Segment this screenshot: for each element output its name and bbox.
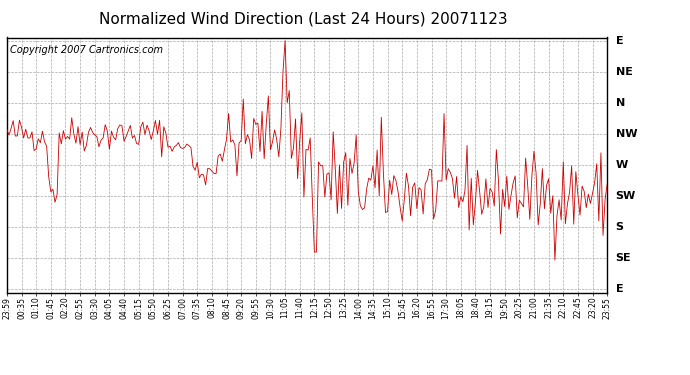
Text: NE: NE	[615, 67, 633, 77]
Text: N: N	[615, 98, 624, 108]
Text: SW: SW	[615, 191, 635, 201]
Text: SE: SE	[615, 253, 631, 263]
Text: Normalized Wind Direction (Last 24 Hours) 20071123: Normalized Wind Direction (Last 24 Hours…	[99, 11, 508, 26]
Text: E: E	[615, 36, 623, 46]
Text: S: S	[615, 222, 624, 232]
Text: NW: NW	[615, 129, 637, 139]
Text: E: E	[615, 284, 623, 294]
Text: W: W	[615, 160, 628, 170]
Text: Copyright 2007 Cartronics.com: Copyright 2007 Cartronics.com	[10, 45, 163, 55]
